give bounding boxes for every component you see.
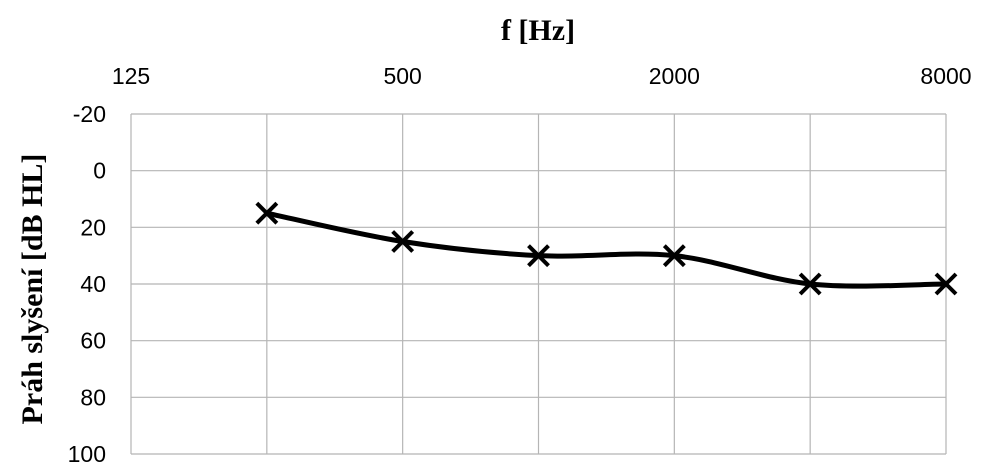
marker-stroke [391,230,415,253]
x-tick-labels: 125 500 2000 8000 [112,63,972,89]
marker-stroke [798,272,822,296]
x-tick-label: 500 [383,63,421,89]
x-tick-label: 125 [112,63,150,89]
series-line [264,210,949,289]
marker-stroke [527,244,550,268]
data-point-x-marker [391,230,415,253]
y-tick-label: 20 [80,214,106,240]
marker-stroke [662,244,686,268]
y-tick-label: 60 [80,328,106,354]
y-axis-title: Práh slyšení [dB HL] [16,154,49,425]
y-tick-label: -20 [73,101,106,127]
data-series [255,201,958,296]
marker-stroke [255,201,279,225]
data-point-x-marker [934,272,958,296]
x-tick-label: 2000 [649,63,700,89]
marker-stroke [934,272,958,296]
y-tick-labels: -20 0 20 40 60 80 100 [68,101,106,464]
data-point-x-marker [798,272,822,296]
data-point-x-marker [662,244,686,268]
data-point-x-marker [255,201,279,225]
y-tick-label: 40 [80,271,106,297]
y-tick-label: 80 [80,384,106,410]
y-tick-label: 100 [68,441,106,464]
x-tick-label: 8000 [920,63,971,89]
y-tick-label: 0 [93,158,106,184]
x-axis-title: f [Hz] [501,14,575,47]
data-point-x-marker [527,244,550,268]
